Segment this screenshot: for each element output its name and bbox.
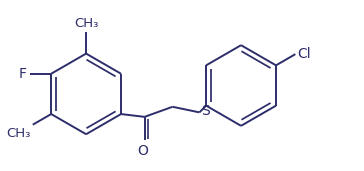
Text: CH₃: CH₃ [6, 127, 31, 140]
Text: S: S [201, 104, 210, 118]
Text: CH₃: CH₃ [74, 17, 98, 30]
Text: Cl: Cl [298, 47, 311, 61]
Text: F: F [19, 67, 27, 81]
Text: O: O [137, 144, 148, 158]
